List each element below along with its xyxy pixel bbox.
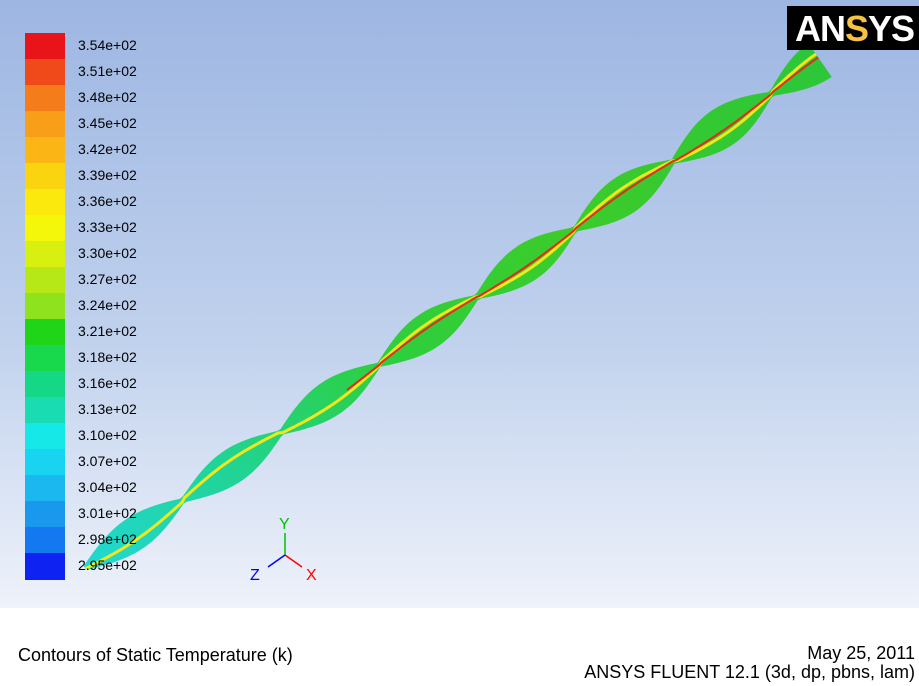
colormap-swatch <box>25 319 65 346</box>
colormap-swatch <box>25 189 65 216</box>
colormap-swatch <box>25 553 65 580</box>
colormap-swatch <box>25 293 65 320</box>
colormap-swatch <box>25 33 65 60</box>
colormap-swatch <box>25 267 65 294</box>
colormap-swatch <box>25 241 65 268</box>
colormap-label: 3.16e+02 <box>78 375 137 391</box>
axis-triad: Y Z X <box>240 515 330 595</box>
colormap-label: 3.39e+02 <box>78 167 137 183</box>
colormap-label: 3.27e+02 <box>78 271 137 287</box>
plot-info: May 25, 2011 ANSYS FLUENT 12.1 (3d, dp, … <box>584 644 915 682</box>
colormap-swatch <box>25 137 65 164</box>
colormap-label: 3.18e+02 <box>78 349 137 365</box>
colormap-label: 3.04e+02 <box>78 479 137 495</box>
colormap-label: 3.54e+02 <box>78 37 137 53</box>
colormap-label: 3.30e+02 <box>78 245 137 261</box>
colormap-label: 3.45e+02 <box>78 115 137 131</box>
twisted-tape-contour <box>83 43 832 571</box>
colormap-label: 2.98e+02 <box>78 531 137 547</box>
colormap-label: 3.36e+02 <box>78 193 137 209</box>
colormap-label: 3.48e+02 <box>78 89 137 105</box>
colormap-label: 3.24e+02 <box>78 297 137 313</box>
colormap-label: 3.07e+02 <box>78 453 137 469</box>
graphics-viewport[interactable]: 3.54e+02 3.51e+02 3.48e+02 3.45e+02 3.42e+02… <box>0 0 919 608</box>
colormap-label: 3.42e+02 <box>78 141 137 157</box>
colormap-swatch <box>25 111 65 138</box>
ansys-logo: ANSYS <box>787 6 919 50</box>
colormap-swatch <box>25 397 65 424</box>
colormap-swatch <box>25 163 65 190</box>
colormap-label: 3.51e+02 <box>78 63 137 79</box>
colormap-swatch <box>25 345 65 372</box>
colormap-swatch <box>25 423 65 450</box>
colormap-label: 3.10e+02 <box>78 427 137 443</box>
colormap-swatch <box>25 59 65 86</box>
plot-date: May 25, 2011 <box>807 643 915 663</box>
colormap-swatch <box>25 475 65 502</box>
colormap-swatch <box>25 371 65 398</box>
plot-caption: Contours of Static Temperature (k) <box>18 645 293 665</box>
colormap-label: 3.21e+02 <box>78 323 137 339</box>
colormap-label: 3.13e+02 <box>78 401 137 417</box>
axis-z-label: Z <box>250 567 260 584</box>
colormap-legend <box>25 33 65 580</box>
solver-version: ANSYS FLUENT 12.1 (3d, dp, pbns, lam) <box>584 662 915 682</box>
colormap-label: 3.01e+02 <box>78 505 137 521</box>
plot-footer: Contours of Static Temperature (k) May 2… <box>0 608 919 686</box>
axis-triad-lines <box>267 533 303 568</box>
axis-x-label: X <box>306 567 317 584</box>
colormap-swatch <box>25 449 65 476</box>
colormap-swatch <box>25 215 65 242</box>
colormap-swatch <box>25 85 65 112</box>
axis-y-label: Y <box>279 516 290 533</box>
colormap-swatch <box>25 501 65 528</box>
colormap-swatch <box>25 527 65 554</box>
colormap-label: 3.33e+02 <box>78 219 137 235</box>
colormap-label: 2.95e+02 <box>78 557 137 573</box>
